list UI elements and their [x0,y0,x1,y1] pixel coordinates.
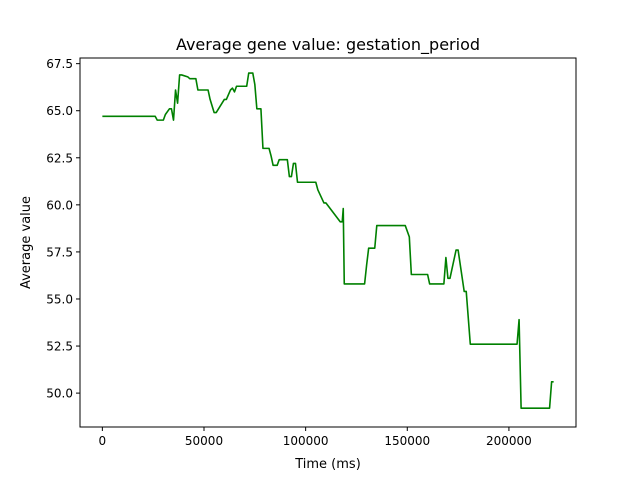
series-line-0 [102,72,554,409]
y-tick-label: 50.0 [46,387,73,401]
x-tick-label: 50000 [185,434,223,448]
y-tick-label: 67.5 [46,57,73,71]
y-tick-label: 55.0 [46,292,73,306]
chart-title: Average gene value: gestation_period [176,35,480,55]
y-tick-label: 62.5 [46,151,73,165]
x-tick-label: 0 [99,434,107,448]
y-axis-label: Average value [19,196,34,289]
series-layer [102,72,554,409]
x-tick-label: 150000 [384,434,430,448]
plot-frame [79,57,577,428]
x-tick-label: 200000 [486,434,532,448]
y-tick-label: 60.0 [46,198,73,212]
y-tick-label: 65.0 [46,104,73,118]
y-tick-label: 57.5 [46,245,73,259]
y-axis-ticks: 50.0 52.5 55.0 57.5 60.0 62.5 65.0 67.5 [46,57,80,401]
x-tick-label: 100000 [283,434,329,448]
y-tick-label: 52.5 [46,340,73,354]
x-axis-label: Time (ms) [294,457,361,472]
x-axis-ticks: 0 50000 100000 150000 200000 [99,427,532,448]
